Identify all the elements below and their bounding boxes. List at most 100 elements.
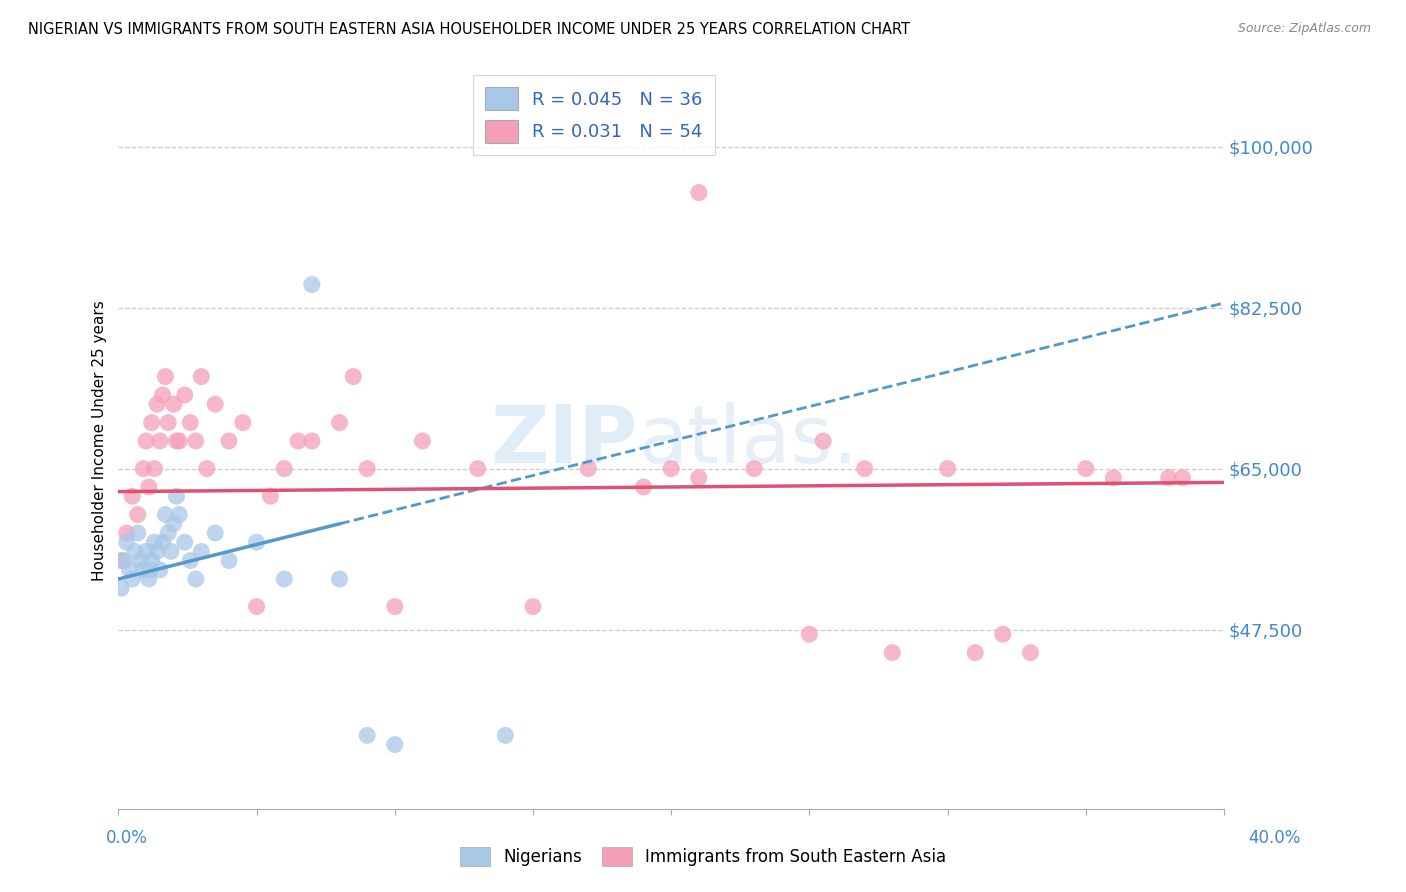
Point — [688, 186, 710, 200]
Point — [204, 397, 226, 411]
Point — [118, 563, 141, 577]
Point — [273, 461, 295, 475]
Point — [110, 581, 132, 595]
Point — [204, 526, 226, 541]
Point — [328, 416, 350, 430]
Point — [1074, 461, 1097, 475]
Point — [155, 369, 177, 384]
Point — [246, 599, 269, 614]
Point — [167, 434, 190, 448]
Point — [1157, 471, 1180, 485]
Point — [195, 461, 218, 475]
Point — [218, 434, 240, 448]
Point — [155, 508, 177, 522]
Point — [149, 563, 172, 577]
Point — [135, 434, 157, 448]
Point — [1019, 646, 1042, 660]
Point — [633, 480, 655, 494]
Point — [112, 553, 135, 567]
Point — [141, 416, 163, 430]
Point — [149, 434, 172, 448]
Y-axis label: Householder Income Under 25 years: Householder Income Under 25 years — [93, 301, 107, 582]
Point — [127, 508, 149, 522]
Point — [301, 434, 323, 448]
Legend: R = 0.045   N = 36, R = 0.031   N = 54: R = 0.045 N = 36, R = 0.031 N = 54 — [472, 75, 716, 155]
Point — [179, 553, 201, 567]
Point — [522, 599, 544, 614]
Text: ZIP: ZIP — [491, 402, 638, 480]
Point — [146, 544, 169, 558]
Point — [141, 553, 163, 567]
Point — [138, 572, 160, 586]
Point — [328, 572, 350, 586]
Point — [853, 461, 876, 475]
Point — [152, 388, 174, 402]
Point — [1102, 471, 1125, 485]
Point — [121, 489, 143, 503]
Point — [173, 535, 195, 549]
Point — [259, 489, 281, 503]
Text: 0.0%: 0.0% — [105, 829, 148, 847]
Point — [184, 572, 207, 586]
Point — [1171, 471, 1194, 485]
Point — [152, 535, 174, 549]
Point — [184, 434, 207, 448]
Point — [179, 416, 201, 430]
Point — [166, 434, 188, 448]
Point — [127, 526, 149, 541]
Point — [467, 461, 489, 475]
Point — [146, 397, 169, 411]
Point — [143, 535, 166, 549]
Point — [115, 535, 138, 549]
Text: Source: ZipAtlas.com: Source: ZipAtlas.com — [1237, 22, 1371, 36]
Point — [811, 434, 834, 448]
Point — [356, 728, 378, 742]
Point — [799, 627, 821, 641]
Point — [384, 599, 406, 614]
Point — [160, 544, 183, 558]
Text: NIGERIAN VS IMMIGRANTS FROM SOUTH EASTERN ASIA HOUSEHOLDER INCOME UNDER 25 YEARS: NIGERIAN VS IMMIGRANTS FROM SOUTH EASTER… — [28, 22, 910, 37]
Point — [991, 627, 1014, 641]
Legend: Nigerians, Immigrants from South Eastern Asia: Nigerians, Immigrants from South Eastern… — [453, 840, 953, 873]
Point — [246, 535, 269, 549]
Point — [163, 516, 186, 531]
Text: atlas.: atlas. — [638, 402, 858, 480]
Point — [166, 489, 188, 503]
Point — [965, 646, 987, 660]
Point — [688, 471, 710, 485]
Point — [190, 544, 212, 558]
Point — [132, 563, 155, 577]
Point — [218, 553, 240, 567]
Point — [411, 434, 433, 448]
Point — [342, 369, 364, 384]
Point — [167, 508, 190, 522]
Point — [742, 461, 765, 475]
Point — [936, 461, 959, 475]
Point — [232, 416, 254, 430]
Point — [494, 728, 516, 742]
Point — [287, 434, 309, 448]
Point — [110, 553, 132, 567]
Point — [139, 563, 162, 577]
Point — [121, 572, 143, 586]
Point — [143, 461, 166, 475]
Point — [157, 416, 180, 430]
Point — [115, 526, 138, 541]
Point — [138, 480, 160, 494]
Point — [384, 738, 406, 752]
Point — [135, 544, 157, 558]
Point — [356, 461, 378, 475]
Point — [190, 369, 212, 384]
Point — [163, 397, 186, 411]
Point — [273, 572, 295, 586]
Point — [173, 388, 195, 402]
Point — [124, 544, 146, 558]
Text: 40.0%: 40.0% — [1249, 829, 1301, 847]
Point — [301, 277, 323, 292]
Point — [157, 526, 180, 541]
Point — [659, 461, 682, 475]
Point — [882, 646, 904, 660]
Point — [576, 461, 599, 475]
Point — [132, 461, 155, 475]
Point — [129, 553, 152, 567]
